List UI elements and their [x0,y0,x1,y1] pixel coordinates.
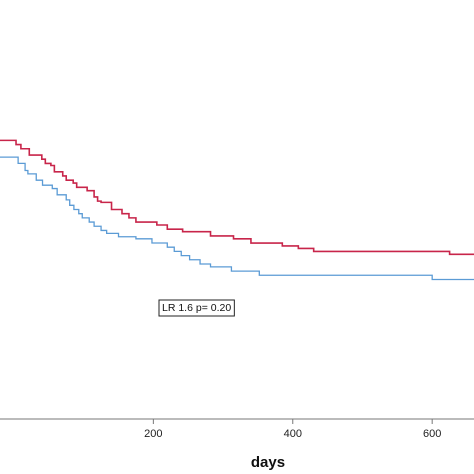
survival-curve-1 [0,139,474,256]
x-tick-label: 200 [144,428,162,440]
survival-curve-2 [0,156,474,281]
x-tick-group: 200 400 600 [144,419,441,440]
logrank-annotation: LR 1.6 p= 0.20 [158,299,235,317]
x-tick-label: 600 [423,428,441,440]
series-layer [0,139,474,281]
annotation-box [158,299,235,317]
x-tick-label: 400 [284,428,302,440]
x-axis-title: days [251,454,285,471]
annotation-text: LR 1.6 p= 0.20 [162,302,231,314]
